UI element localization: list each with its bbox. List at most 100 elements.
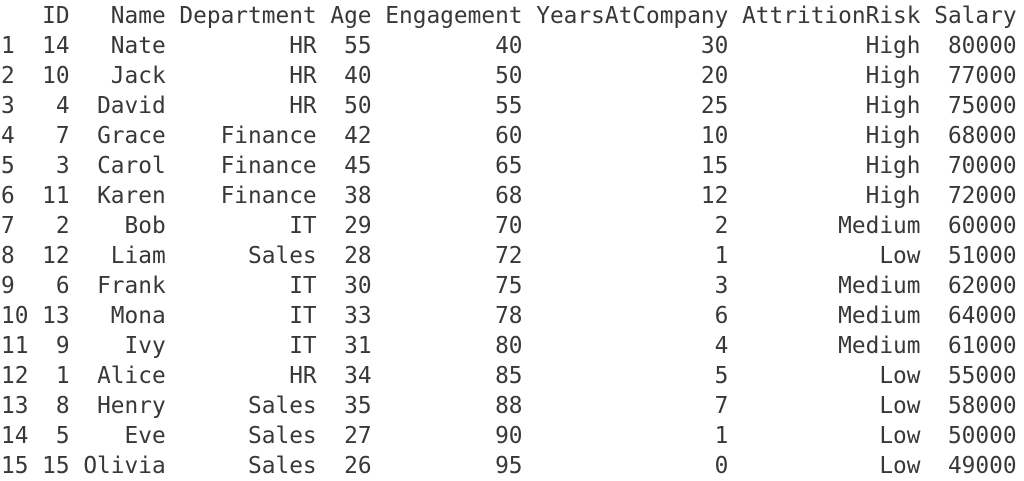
table-cell: IT <box>289 273 317 299</box>
table-cell: Jack <box>110 63 166 89</box>
table-cell: HR <box>289 93 317 119</box>
table-cell: 88 <box>495 393 523 419</box>
table-cell: 29 <box>344 213 372 239</box>
table-cell: 50 <box>495 63 523 89</box>
row-index-cell: 7 <box>1 213 15 239</box>
row-index-cell: 12 <box>1 363 29 389</box>
table-cell: 78 <box>495 303 523 329</box>
table-cell: High <box>865 153 921 179</box>
table-cell: 8 <box>55 393 70 419</box>
table-cell: 65 <box>495 153 523 179</box>
column-header: YearsAtCompany <box>536 3 729 29</box>
table-cell: Low <box>879 393 921 419</box>
row-index-cell: 9 <box>1 273 15 299</box>
table-cell: 70000 <box>947 153 1017 179</box>
table-cell: 15 <box>700 153 729 179</box>
table-cell: HR <box>289 63 317 89</box>
table-cell: 40 <box>495 33 523 59</box>
table-cell: 72 <box>495 243 523 269</box>
row-index-cell: 13 <box>1 393 29 419</box>
column-header: Department <box>179 3 317 29</box>
row-index-cell: 2 <box>1 63 15 89</box>
table-cell: 40 <box>344 63 372 89</box>
table-cell: 10 <box>700 123 729 149</box>
table-cell: 20 <box>700 63 729 89</box>
table-row: 8 12 Liam Sales 28 72 1 Low 51000 <box>1 241 1017 271</box>
table-cell: Henry <box>97 393 166 419</box>
table-cell: 60000 <box>947 213 1017 239</box>
table-cell: 13 <box>42 303 70 329</box>
table-cell: 68 <box>495 183 523 209</box>
table-cell: 9 <box>55 333 70 359</box>
table-cell: Medium <box>838 303 921 329</box>
table-cell: 7 <box>714 393 729 419</box>
table-row: 3 4 David HR 50 55 25 High 75000 <box>1 91 1017 121</box>
table-cell: 55000 <box>947 363 1017 389</box>
table-cell: Low <box>879 423 921 449</box>
table-cell: 31 <box>344 333 372 359</box>
table-cell: 10 <box>42 63 70 89</box>
table-cell: Eve <box>124 423 166 449</box>
table-cell: Sales <box>248 453 317 479</box>
table-cell: Alice <box>97 363 166 389</box>
table-row: 11 9 Ivy IT 31 80 4 Medium 61000 <box>1 331 1017 361</box>
table-cell: 95 <box>495 453 523 479</box>
table-cell: 2 <box>55 213 70 239</box>
table-cell: 70 <box>495 213 523 239</box>
table-cell: IT <box>289 303 317 329</box>
table-cell: Olivia <box>83 453 166 479</box>
table-cell: 80 <box>495 333 523 359</box>
table-cell: Finance <box>220 183 317 209</box>
row-index-cell: 8 <box>1 243 15 269</box>
table-cell: 3 <box>55 153 70 179</box>
table-cell: 2 <box>714 213 729 239</box>
table-cell: 1 <box>55 363 70 389</box>
table-row: 5 3 Carol Finance 45 65 15 High 70000 <box>1 151 1017 181</box>
table-cell: 35 <box>344 393 372 419</box>
table-row: 13 8 Henry Sales 35 88 7 Low 58000 <box>1 391 1017 421</box>
row-index-cell: 4 <box>1 123 15 149</box>
table-cell: 38 <box>344 183 372 209</box>
table-cell: 25 <box>700 93 729 119</box>
table-cell: 4 <box>55 93 70 119</box>
table-cell: 28 <box>344 243 372 269</box>
table-cell: 50000 <box>947 423 1017 449</box>
table-cell: Bob <box>124 213 166 239</box>
table-cell: 7 <box>55 123 70 149</box>
row-index-cell: 3 <box>1 93 15 119</box>
table-cell: High <box>865 33 921 59</box>
column-header: ID <box>42 3 70 29</box>
table-cell: 33 <box>344 303 372 329</box>
table-row: 12 1 Alice HR 34 85 5 Low 55000 <box>1 361 1017 391</box>
table-row: 4 7 Grace Finance 42 60 10 High 68000 <box>1 121 1017 151</box>
table-row: 6 11 Karen Finance 38 68 12 High 72000 <box>1 181 1017 211</box>
table-body: 1 14 Nate HR 55 40 30 High 80000 2 10 Jack HR 40 50 20 H… <box>1 31 1017 481</box>
table-row: 15 15 Olivia Sales 26 95 0 Low 49000 <box>1 451 1017 481</box>
table-cell: IT <box>289 213 317 239</box>
table-cell: Grace <box>97 123 166 149</box>
table-header-row: ID Name Department Age Engagement YearsAtComp… <box>1 1 1016 31</box>
table-cell: 26 <box>344 453 372 479</box>
table-cell: Finance <box>220 153 317 179</box>
table-cell: 75000 <box>947 93 1017 119</box>
table-cell: Low <box>879 363 921 389</box>
table-cell: 6 <box>714 303 729 329</box>
table-row: 10 13 Mona IT 33 78 6 Medium 64000 <box>1 301 1017 331</box>
table-cell: 30 <box>700 33 729 59</box>
column-header: Name <box>110 3 166 29</box>
table-row: 1 14 Nate HR 55 40 30 High 80000 <box>1 31 1017 61</box>
table-cell: 3 <box>714 273 729 299</box>
column-header: AttritionRisk <box>742 3 921 29</box>
table-cell: High <box>865 183 921 209</box>
table-cell: 90 <box>495 423 523 449</box>
row-index-cell: 6 <box>1 183 15 209</box>
table-cell: High <box>865 123 921 149</box>
row-index-cell: 14 <box>1 423 29 449</box>
table-cell: 72000 <box>947 183 1017 209</box>
table-cell: Sales <box>248 393 317 419</box>
table-cell: Ivy <box>124 333 166 359</box>
table-cell: 45 <box>344 153 372 179</box>
table-cell: 5 <box>714 363 729 389</box>
table-cell: Carol <box>97 153 166 179</box>
